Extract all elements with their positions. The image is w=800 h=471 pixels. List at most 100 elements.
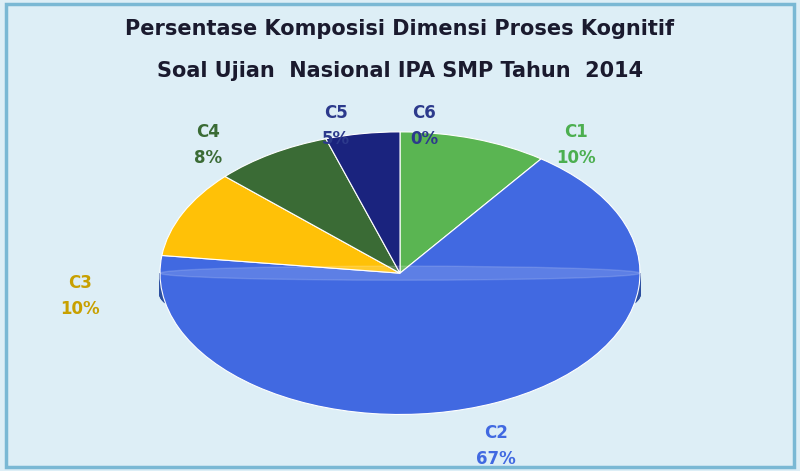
Polygon shape [546,304,551,326]
Polygon shape [410,313,415,334]
Polygon shape [161,277,162,300]
Polygon shape [531,306,536,327]
Polygon shape [261,305,267,327]
Text: C6: C6 [412,104,436,122]
Polygon shape [403,313,410,334]
Polygon shape [318,310,324,332]
Polygon shape [426,312,434,333]
Text: 0%: 0% [410,130,438,148]
Polygon shape [536,305,541,327]
Text: C4: C4 [196,123,220,141]
Polygon shape [478,310,486,332]
Polygon shape [471,310,478,332]
Text: Persentase Komposisi Dimensi Proses Kognitif: Persentase Komposisi Dimensi Proses Kogn… [126,19,674,39]
Polygon shape [177,288,180,310]
Polygon shape [166,282,168,304]
Polygon shape [486,309,493,331]
Polygon shape [520,307,526,329]
Polygon shape [280,308,286,329]
Polygon shape [198,294,202,317]
Polygon shape [232,301,237,324]
Polygon shape [610,291,614,314]
Polygon shape [411,313,419,334]
Polygon shape [264,306,269,327]
Polygon shape [602,293,606,316]
Text: 67%: 67% [476,450,516,468]
Polygon shape [314,310,322,332]
Polygon shape [404,313,411,334]
Polygon shape [415,313,422,334]
Polygon shape [457,311,464,333]
Text: C5: C5 [324,104,348,122]
Polygon shape [493,309,500,331]
Polygon shape [419,312,426,334]
Polygon shape [482,310,487,332]
Polygon shape [434,312,440,333]
Wedge shape [400,132,541,273]
Polygon shape [342,312,348,333]
Polygon shape [470,311,476,332]
Polygon shape [180,289,183,311]
Polygon shape [336,311,342,333]
Polygon shape [526,306,531,328]
Polygon shape [324,311,330,332]
Polygon shape [237,302,243,324]
Polygon shape [636,279,637,302]
Polygon shape [360,312,366,333]
Polygon shape [574,300,579,322]
Polygon shape [372,312,378,334]
Polygon shape [172,285,174,308]
Polygon shape [343,312,351,333]
Polygon shape [254,305,261,326]
Polygon shape [521,307,526,329]
Polygon shape [313,310,318,332]
Polygon shape [634,281,636,303]
Polygon shape [206,297,211,319]
Wedge shape [326,132,400,273]
Polygon shape [351,312,358,333]
Polygon shape [584,298,589,320]
Ellipse shape [160,255,640,334]
Text: 5%: 5% [322,130,350,148]
Polygon shape [170,284,172,307]
Polygon shape [526,306,533,328]
Text: C2: C2 [484,424,508,442]
Polygon shape [194,293,198,316]
Polygon shape [348,312,354,333]
Ellipse shape [160,266,640,280]
Polygon shape [515,308,521,329]
Polygon shape [286,308,294,330]
Polygon shape [557,302,563,324]
Text: C1: C1 [564,123,588,141]
Polygon shape [630,283,632,306]
Polygon shape [390,313,397,334]
Polygon shape [267,306,274,328]
Polygon shape [243,303,249,325]
Polygon shape [336,311,343,333]
Polygon shape [506,308,514,330]
Polygon shape [168,283,170,306]
Polygon shape [428,312,434,333]
Text: 8%: 8% [194,149,222,167]
Polygon shape [381,313,389,334]
Polygon shape [628,284,630,307]
Polygon shape [493,309,498,331]
Polygon shape [269,306,274,328]
Polygon shape [164,281,166,303]
Polygon shape [366,312,374,333]
Polygon shape [374,312,381,334]
Polygon shape [594,296,598,318]
Wedge shape [225,139,400,273]
Polygon shape [190,292,194,315]
Polygon shape [504,309,510,330]
Polygon shape [464,311,470,333]
Polygon shape [434,312,442,333]
Polygon shape [211,298,216,320]
Polygon shape [500,309,506,330]
Polygon shape [285,308,290,330]
Polygon shape [452,312,458,333]
Polygon shape [589,297,594,319]
Polygon shape [446,312,452,333]
Polygon shape [476,310,482,332]
Polygon shape [422,312,428,334]
